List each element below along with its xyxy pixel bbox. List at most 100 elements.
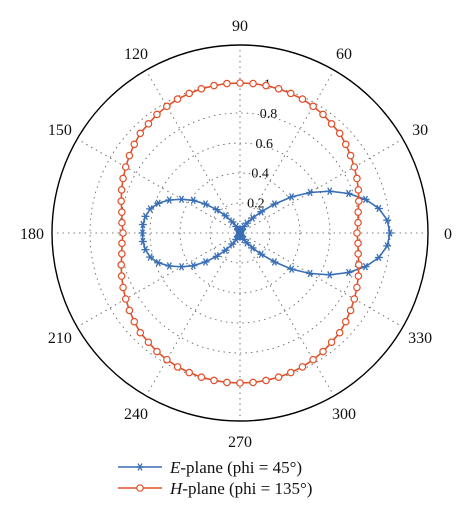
data-point	[242, 239, 251, 247]
data-point	[354, 186, 363, 194]
grid-spoke	[239, 138, 404, 234]
data-point	[118, 208, 126, 216]
data-point	[125, 306, 134, 315]
data-point	[118, 250, 126, 258]
data-point	[163, 355, 171, 364]
legend-label: E-plane (phi = 45°)	[169, 458, 302, 477]
data-point	[185, 89, 194, 98]
data-point	[335, 328, 344, 337]
data-point	[355, 261, 363, 269]
data-point	[270, 258, 279, 266]
grid-spoke	[239, 232, 404, 328]
legend: E-plane (phi = 45°) H-plane (phi = 135°)	[118, 458, 312, 498]
data-point	[274, 85, 283, 93]
radial-tick-label: 0.4	[251, 167, 269, 182]
radial-tick-label: 0.2	[247, 196, 264, 211]
data-point	[355, 197, 363, 205]
data-point	[138, 237, 147, 246]
data-point	[309, 102, 317, 111]
data-point	[210, 376, 218, 385]
data-point	[117, 197, 125, 205]
data-point	[346, 306, 355, 315]
legend-marker	[136, 463, 144, 471]
data-point	[354, 250, 362, 258]
data-point	[319, 347, 327, 356]
data-point	[344, 268, 353, 277]
data-point	[121, 295, 130, 303]
data-point	[153, 110, 161, 119]
grid-circle	[179, 172, 301, 294]
data-point	[327, 120, 336, 128]
angle-tick-label: 0	[444, 226, 452, 243]
data-point	[119, 283, 127, 292]
data-point	[212, 205, 221, 214]
data-series	[117, 79, 394, 387]
angle-tick-label: 300	[332, 406, 356, 423]
data-point	[177, 262, 186, 271]
data-point	[165, 262, 174, 270]
data-point	[383, 216, 392, 224]
angle-tick-label: 240	[124, 406, 148, 423]
data-point	[239, 235, 248, 244]
angle-tick-label: 90	[232, 18, 248, 35]
legend-marker	[136, 484, 144, 492]
data-point	[344, 189, 353, 198]
data-point	[136, 328, 145, 337]
legend-label: H-plane (phi = 135°)	[169, 479, 312, 498]
angle-tick-label: 180	[20, 226, 44, 243]
data-point	[287, 193, 296, 201]
data-point	[121, 163, 130, 171]
data-point	[383, 242, 392, 250]
data-point	[153, 347, 161, 356]
radial-tick-label: 0.6	[256, 137, 274, 152]
grid-spoke	[239, 232, 335, 397]
data-point	[242, 219, 251, 227]
data-point	[353, 174, 361, 183]
data-point	[201, 258, 210, 266]
data-point	[386, 229, 394, 237]
data-point	[144, 120, 153, 128]
data-point	[249, 79, 257, 88]
data-point	[163, 102, 171, 111]
data-point	[130, 140, 139, 149]
data-point	[236, 79, 244, 87]
grid-spoke	[145, 69, 241, 234]
data-point	[354, 272, 363, 280]
data-point	[298, 363, 307, 371]
data-point	[173, 95, 182, 103]
data-point	[354, 208, 362, 216]
data-point	[118, 239, 126, 248]
data-point	[210, 81, 218, 90]
angle-tick-label: 30	[412, 122, 428, 139]
data-point	[270, 200, 279, 208]
data-point	[201, 200, 210, 208]
data-point	[374, 204, 383, 213]
tick-labels: 0.20.40.60.81030609012015018021024027030…	[20, 18, 452, 451]
data-point	[141, 245, 150, 254]
data-point	[335, 129, 344, 138]
angle-tick-label: 120	[124, 46, 148, 63]
data-point	[361, 195, 370, 204]
data-point	[257, 207, 266, 216]
data-point	[117, 261, 125, 269]
data-point	[353, 229, 361, 237]
data-point	[232, 222, 241, 231]
data-point	[306, 188, 315, 197]
data-point	[223, 79, 231, 88]
data-point	[228, 240, 237, 248]
angle-tick-label: 60	[336, 46, 352, 63]
series-2	[117, 79, 363, 387]
data-point	[138, 220, 147, 229]
data-point	[223, 378, 231, 387]
data-point	[146, 205, 155, 213]
data-point	[118, 218, 126, 227]
series-1	[138, 187, 394, 279]
data-point	[154, 199, 163, 208]
data-point	[154, 258, 163, 267]
data-point	[117, 186, 126, 194]
data-point	[286, 368, 295, 377]
legend-item: H-plane (phi = 135°)	[118, 479, 312, 498]
data-point	[119, 229, 127, 237]
data-point	[262, 376, 270, 385]
data-point	[257, 250, 266, 259]
